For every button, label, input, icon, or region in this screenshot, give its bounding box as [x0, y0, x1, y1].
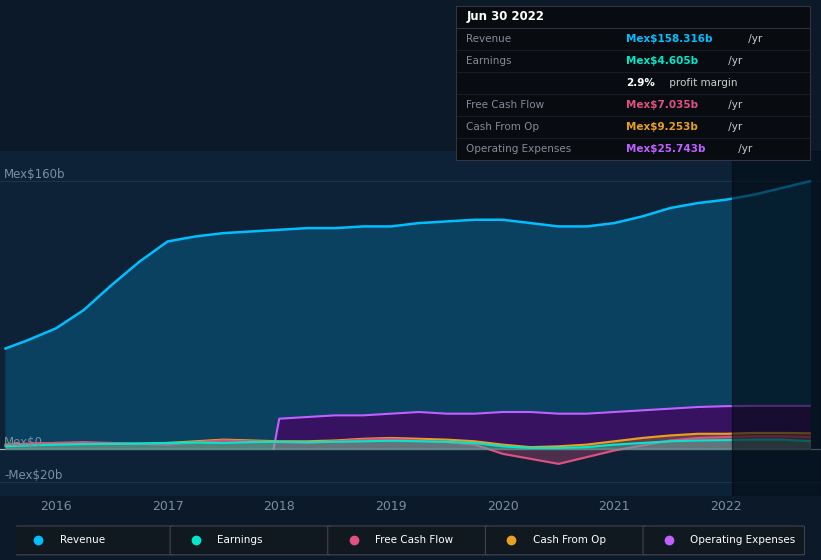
Text: Free Cash Flow: Free Cash Flow [466, 100, 544, 110]
Text: Mex$25.743b: Mex$25.743b [626, 143, 705, 153]
Text: /yr: /yr [735, 143, 752, 153]
Text: /yr: /yr [745, 34, 763, 44]
Text: Revenue: Revenue [60, 535, 105, 545]
Text: /yr: /yr [725, 55, 742, 66]
FancyBboxPatch shape [643, 526, 805, 555]
Text: Cash From Op: Cash From Op [533, 535, 606, 545]
Text: /yr: /yr [725, 122, 742, 132]
Text: Mex$9.253b: Mex$9.253b [626, 122, 698, 132]
Bar [732, 151, 821, 496]
Text: Mex$0: Mex$0 [4, 436, 44, 449]
FancyBboxPatch shape [485, 526, 647, 555]
Text: Revenue: Revenue [466, 34, 511, 44]
Text: Mex$7.035b: Mex$7.035b [626, 100, 698, 110]
Text: Cash From Op: Cash From Op [466, 122, 539, 132]
Text: 2.9%: 2.9% [626, 78, 655, 87]
Text: Jun 30 2022: Jun 30 2022 [466, 10, 544, 23]
Text: profit margin: profit margin [666, 78, 737, 87]
FancyBboxPatch shape [328, 526, 489, 555]
Text: 2022: 2022 [710, 500, 742, 514]
Text: 2020: 2020 [487, 500, 519, 514]
Text: 2018: 2018 [264, 500, 295, 514]
Text: Earnings: Earnings [218, 535, 263, 545]
Text: Earnings: Earnings [466, 55, 511, 66]
Text: 2017: 2017 [152, 500, 183, 514]
Text: Mex$160b: Mex$160b [4, 169, 66, 181]
Text: Operating Expenses: Operating Expenses [466, 143, 571, 153]
Text: 2019: 2019 [375, 500, 406, 514]
Text: Mex$4.605b: Mex$4.605b [626, 55, 698, 66]
Text: Operating Expenses: Operating Expenses [690, 535, 796, 545]
Text: 2021: 2021 [599, 500, 631, 514]
Text: Mex$158.316b: Mex$158.316b [626, 34, 713, 44]
Text: /yr: /yr [725, 100, 742, 110]
FancyBboxPatch shape [12, 526, 174, 555]
Text: -Mex$20b: -Mex$20b [4, 469, 62, 482]
Text: Free Cash Flow: Free Cash Flow [375, 535, 453, 545]
Text: 2016: 2016 [40, 500, 71, 514]
FancyBboxPatch shape [170, 526, 332, 555]
